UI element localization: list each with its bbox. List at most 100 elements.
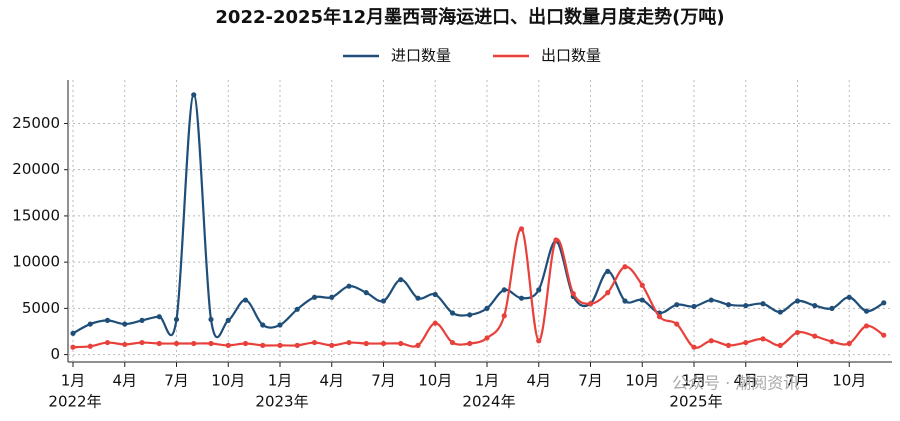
data-point xyxy=(881,332,887,338)
data-point xyxy=(691,344,697,350)
data-point xyxy=(191,340,197,347)
data-point xyxy=(812,333,818,339)
data-point xyxy=(777,309,783,315)
data-point xyxy=(139,339,145,346)
data-point xyxy=(398,340,404,347)
data-point xyxy=(656,314,663,320)
data-point xyxy=(122,321,128,327)
data-point xyxy=(294,342,300,348)
data-point xyxy=(277,342,283,348)
data-point xyxy=(708,297,714,303)
data-point xyxy=(432,291,438,298)
data-point xyxy=(363,340,369,347)
data-point xyxy=(622,264,628,270)
data-point xyxy=(725,302,732,308)
data-point xyxy=(725,342,732,348)
x-tick-label: 7月 xyxy=(785,372,810,390)
data-point xyxy=(260,322,266,328)
x-tick-label: 4月 xyxy=(733,372,758,390)
x-tick-label: 4月 xyxy=(319,372,344,390)
data-point xyxy=(346,283,352,289)
year-label: 2024年 xyxy=(462,393,515,411)
data-point xyxy=(311,339,318,346)
data-point xyxy=(536,338,542,344)
data-point xyxy=(812,303,818,309)
data-point xyxy=(570,290,576,297)
x-tick-label: 1月 xyxy=(682,372,707,390)
data-point xyxy=(449,310,456,316)
x-tick-label: 4月 xyxy=(526,372,551,390)
data-point xyxy=(467,340,473,347)
data-point xyxy=(467,312,473,318)
data-point xyxy=(70,330,76,336)
x-tick-label: 7月 xyxy=(371,372,396,390)
data-point xyxy=(70,344,76,350)
data-point xyxy=(760,336,766,342)
data-point xyxy=(277,322,283,328)
data-point xyxy=(156,314,162,320)
data-point xyxy=(225,342,231,348)
data-point xyxy=(518,226,525,232)
data-point xyxy=(363,290,369,296)
data-point xyxy=(242,340,249,347)
x-tick-label: 7月 xyxy=(578,372,603,390)
y-tick-label: 25000 xyxy=(12,114,60,132)
data-point xyxy=(501,313,507,319)
data-point xyxy=(553,237,559,243)
data-point xyxy=(415,295,421,301)
data-point xyxy=(122,341,128,348)
x-tick-label: 4月 xyxy=(112,372,137,390)
data-point xyxy=(743,303,749,309)
year-label: 2025年 xyxy=(669,393,722,411)
chart-title: 2022-2025年12月墨西哥海运进口、出口数量月度走势(万吨) xyxy=(215,6,724,28)
data-point xyxy=(173,316,180,323)
data-point xyxy=(605,290,611,296)
data-point xyxy=(846,294,852,300)
watermark: 公众号 · 潮阅资讯 xyxy=(672,374,799,393)
data-point xyxy=(191,92,197,98)
data-point xyxy=(329,294,335,300)
data-point xyxy=(760,301,766,307)
data-point xyxy=(449,339,456,346)
data-point xyxy=(415,342,421,348)
data-point xyxy=(605,268,611,274)
data-point xyxy=(863,308,870,314)
y-tick-label: 5000 xyxy=(22,299,60,317)
data-point xyxy=(639,282,645,288)
data-point xyxy=(225,317,231,323)
data-point xyxy=(260,342,266,348)
data-point xyxy=(380,298,387,304)
data-point xyxy=(398,277,404,283)
data-point xyxy=(622,298,628,304)
x-tick-label: 10月 xyxy=(625,372,659,390)
data-point xyxy=(156,340,162,347)
data-point xyxy=(846,340,852,347)
data-point xyxy=(173,340,180,347)
data-point xyxy=(208,316,214,323)
data-point xyxy=(743,339,749,346)
x-tick-label: 10月 xyxy=(211,372,245,390)
data-point xyxy=(104,339,111,346)
x-tick-label: 10月 xyxy=(832,372,866,390)
y-tick-label: 0 xyxy=(50,345,60,363)
data-point xyxy=(639,297,645,303)
data-point xyxy=(87,343,93,349)
data-point xyxy=(794,329,801,336)
year-label: 2022年 xyxy=(48,393,101,411)
x-tick-label: 10月 xyxy=(418,372,452,390)
data-point xyxy=(829,305,835,311)
year-label: 2023年 xyxy=(255,393,308,411)
legend-label: 进口数量 xyxy=(391,47,451,65)
data-point xyxy=(674,321,680,327)
data-point xyxy=(863,323,870,329)
y-tick-label: 10000 xyxy=(12,253,60,271)
data-point xyxy=(501,287,507,293)
data-point xyxy=(881,300,887,306)
x-tick-label: 1月 xyxy=(475,372,500,390)
data-point xyxy=(484,335,490,341)
data-point xyxy=(242,297,249,303)
y-tick-label: 15000 xyxy=(12,206,60,224)
data-point xyxy=(518,295,525,301)
legend-label: 出口数量 xyxy=(541,47,601,65)
